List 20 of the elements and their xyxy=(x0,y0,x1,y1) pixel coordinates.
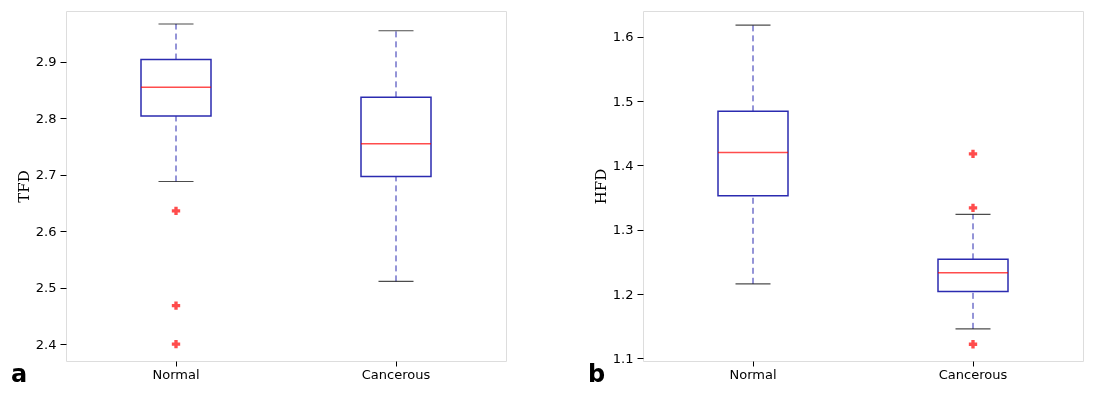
y-tick-label: 2.6 xyxy=(35,223,57,239)
y-tick-label: 1.1 xyxy=(612,350,634,366)
y-tick-label: 2.5 xyxy=(35,280,57,296)
y-tick-label: 2.4 xyxy=(35,336,57,352)
x-tick-label: Normal xyxy=(729,366,777,382)
y-tick-label: 2.9 xyxy=(35,54,57,70)
y-tick-label: 1.2 xyxy=(612,286,634,302)
x-tick-label: Cancerous xyxy=(361,366,431,382)
y-tick-label: 1.6 xyxy=(612,29,634,45)
text: a xyxy=(11,360,28,388)
y-axis-title: HFD xyxy=(591,168,610,205)
y-tick-label: 2.8 xyxy=(35,110,57,126)
text: b xyxy=(588,360,606,388)
y-tick-label: 2.7 xyxy=(35,167,57,183)
y-tick-label: 1.5 xyxy=(612,93,634,109)
y-tick-label: 1.3 xyxy=(612,222,634,238)
x-tick-label: Normal xyxy=(152,366,200,382)
y-axis-title: TFD xyxy=(14,170,33,203)
x-tick-label: Cancerous xyxy=(938,366,1008,382)
y-tick-label: 1.4 xyxy=(612,157,634,173)
